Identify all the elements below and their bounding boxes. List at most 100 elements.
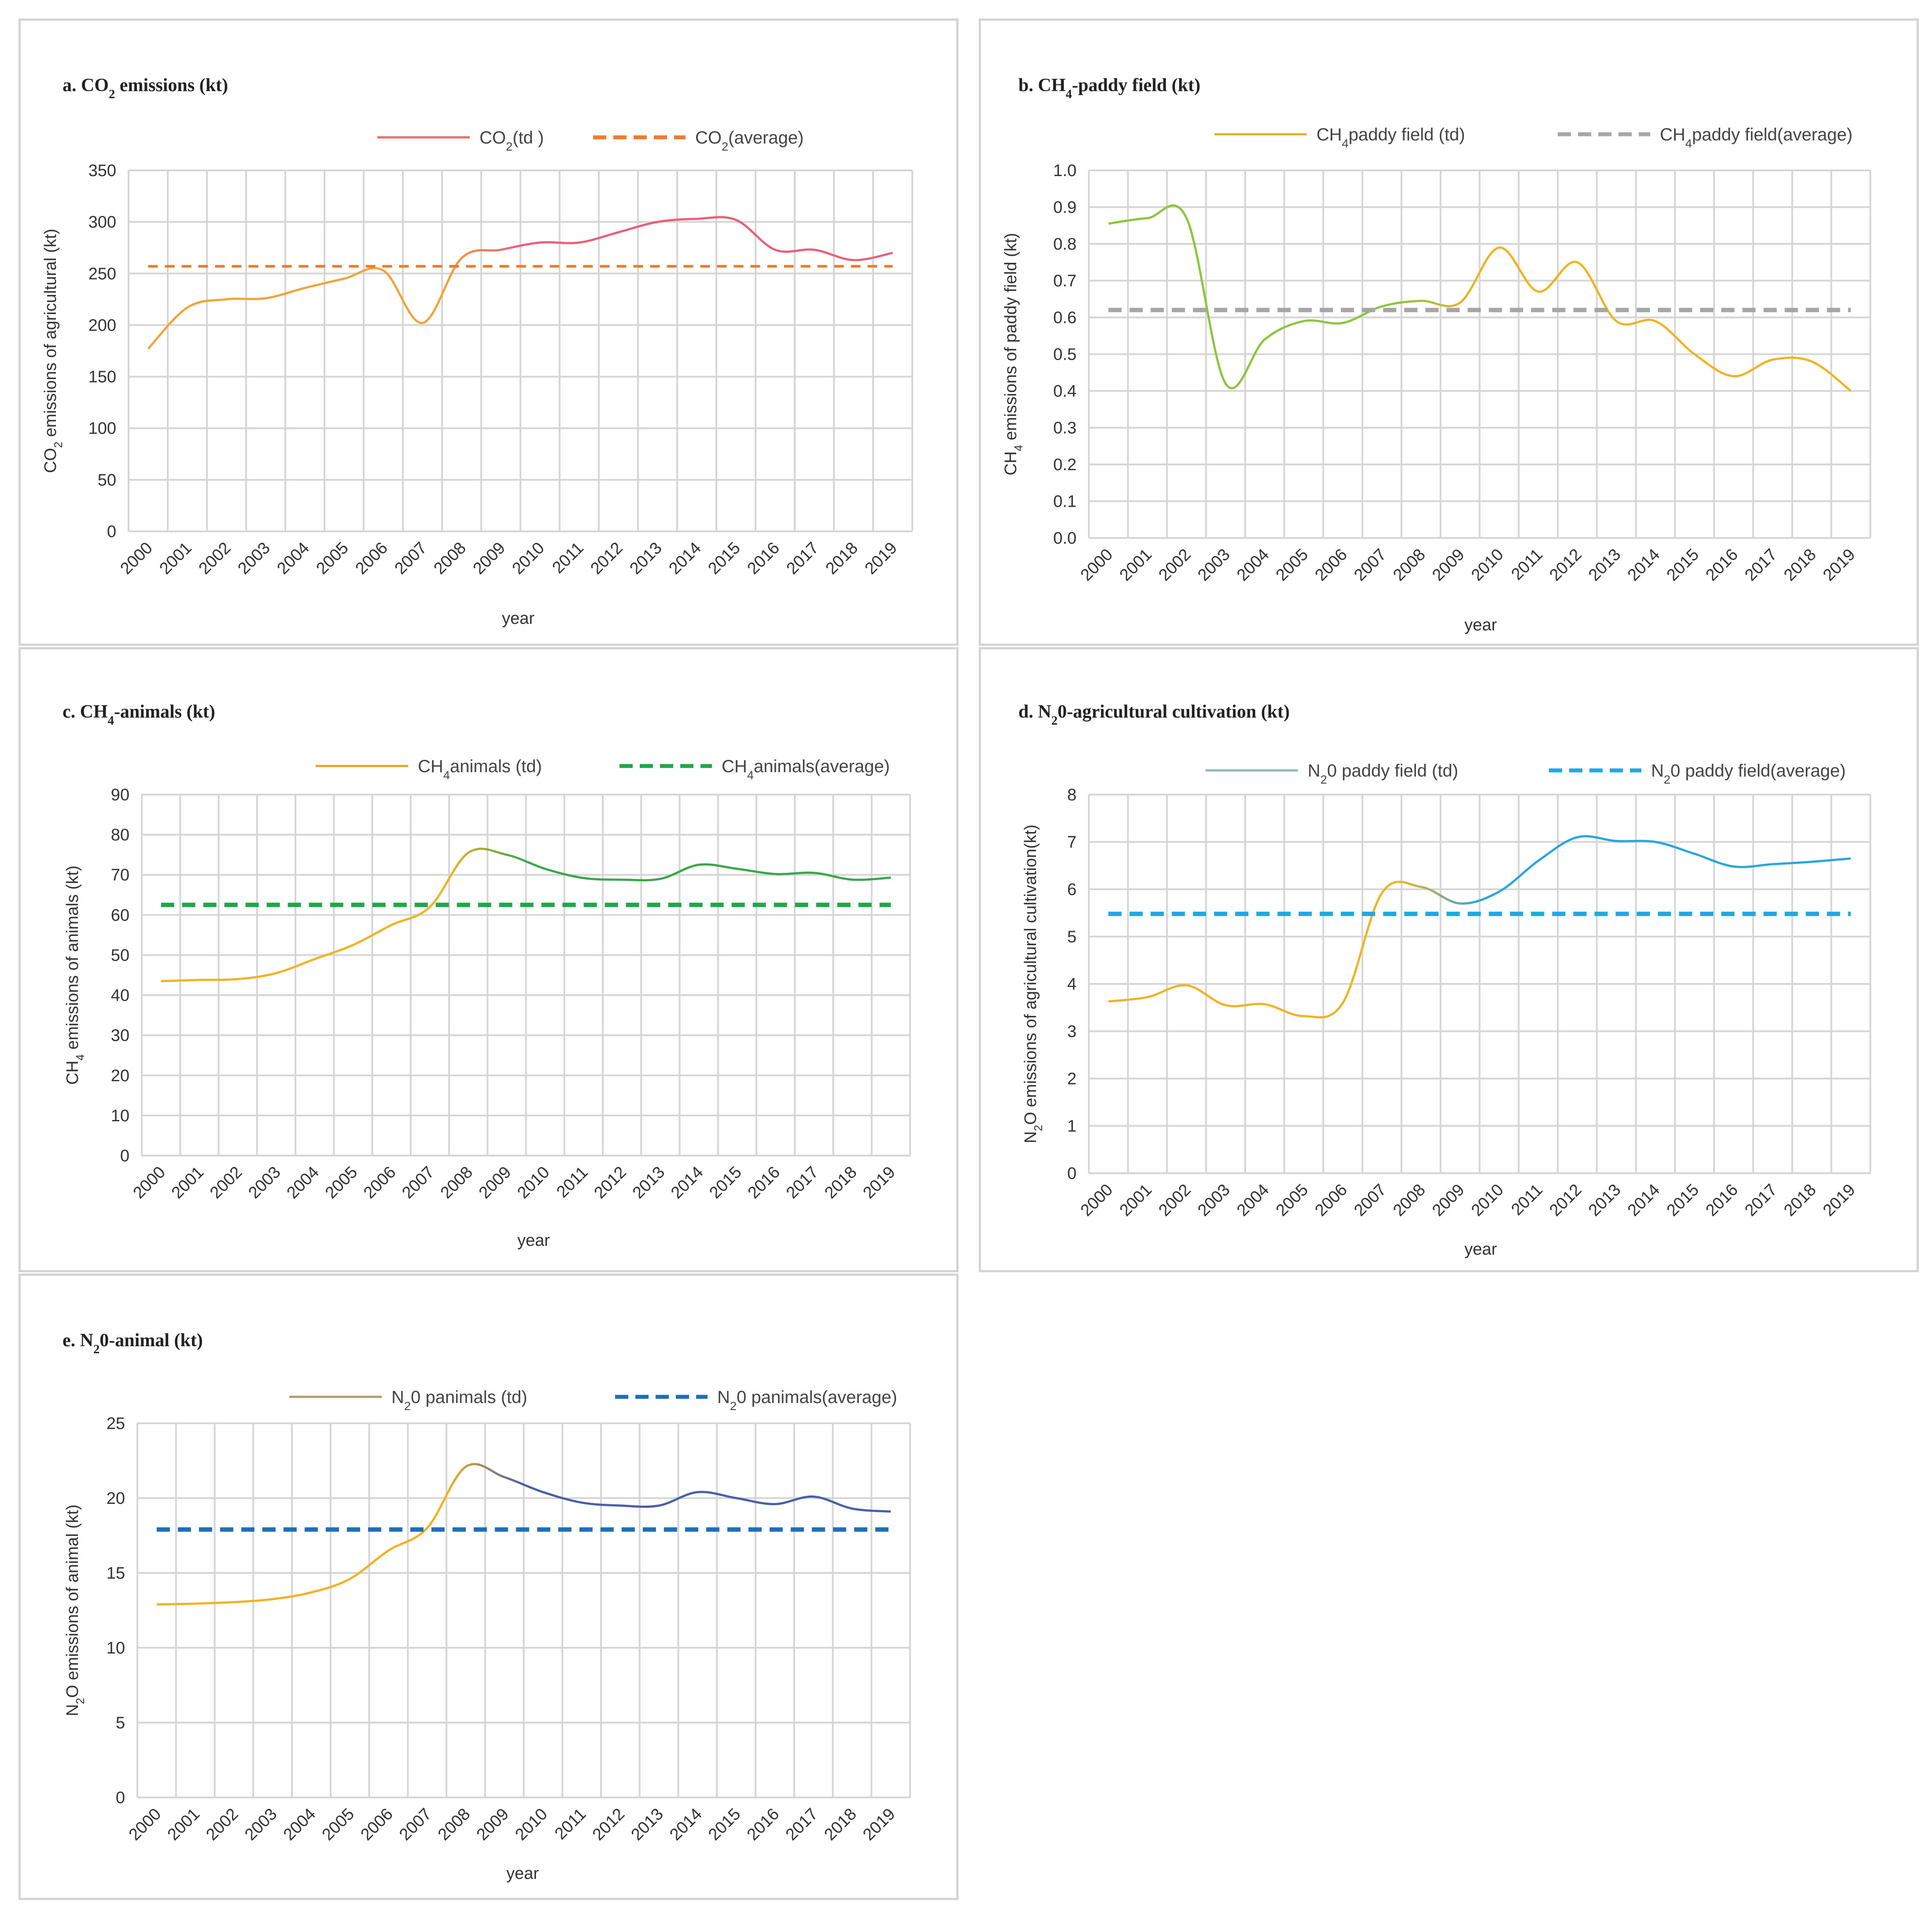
y-tick-label: 0.4 bbox=[1053, 382, 1077, 401]
y-tick-label: 40 bbox=[111, 987, 129, 1005]
panel-c: c. CH4-animals (kt) 0 10 20 30 40 50 60 70 80 90 20… bbox=[18, 647, 959, 1272]
x-tick-label: 2014 bbox=[1624, 1181, 1663, 1220]
y-axis-label: N2O emissions of animal (kt) bbox=[63, 1504, 87, 1716]
x-tick-label: 2011 bbox=[551, 1805, 590, 1843]
chart-ch4-animals: c. CH4-animals (kt) 0 10 20 30 40 50 60 70 80 90 20… bbox=[63, 702, 911, 1250]
y-tick-label: 0.1 bbox=[1053, 493, 1077, 511]
panel-e: e. N20-animal (kt) 0 5 10 15 20 25 2000 2001 2002… bbox=[18, 1274, 959, 1900]
x-axis-label: year bbox=[502, 609, 535, 628]
x-tick-label: 2009 bbox=[1429, 545, 1468, 585]
x-tick-label: 2012 bbox=[591, 1163, 630, 1202]
y-tick-label: 10 bbox=[107, 1639, 125, 1657]
x-tick-label: 2004 bbox=[284, 1163, 323, 1202]
chart-n2o-animal: e. N20-animal (kt) 0 5 10 15 20 25 200020012002… bbox=[63, 1330, 911, 1883]
x-tick-label: 2008 bbox=[437, 1163, 476, 1202]
x-tick-label: 2014 bbox=[667, 1163, 707, 1202]
y-tick-label: 8 bbox=[1067, 786, 1077, 804]
y-tick-label: 0.7 bbox=[1053, 272, 1077, 291]
legend-label: CH4paddy field (td) bbox=[1316, 125, 1465, 150]
y-tick-label: 100 bbox=[88, 420, 116, 438]
panel-b: b. CH4-paddy field (kt) 0.0 0.1 0.2 0.3 0.4 0.… bbox=[979, 18, 1919, 646]
y-tick-label: 0.5 bbox=[1053, 346, 1077, 364]
y-tick-label: 20 bbox=[111, 1067, 129, 1085]
x-tick-label: 2000 bbox=[130, 1163, 169, 1202]
x-tick-label: 2014 bbox=[666, 1805, 705, 1844]
x-tick-label: 2019 bbox=[859, 1805, 899, 1844]
x-tick-label: 2012 bbox=[1546, 545, 1585, 585]
y-tick-label: 350 bbox=[88, 162, 116, 180]
series-line bbox=[161, 847, 891, 983]
x-tick-label: 2009 bbox=[469, 539, 509, 578]
legend-label: N20 panimals (td) bbox=[391, 1388, 527, 1413]
panel-a: a. CO2 emissions (kt) 0 50 100 150 200 250 300 3… bbox=[18, 18, 959, 646]
x-tick-label: 2008 bbox=[1390, 545, 1429, 585]
x-tick-label: 2013 bbox=[626, 539, 665, 578]
x-tick-label: 2001 bbox=[1116, 545, 1155, 585]
y-tick-label: 30 bbox=[111, 1027, 129, 1045]
y-axis-label: CO2 emissions of agricultural (kt) bbox=[41, 229, 65, 473]
chart-title: b. CH4-paddy field (kt) bbox=[1018, 75, 1200, 101]
x-tick-label: 2001 bbox=[168, 1163, 207, 1202]
x-tick-label: 2014 bbox=[1624, 545, 1663, 585]
x-tick-label: 2005 bbox=[1272, 1181, 1312, 1220]
y-tick-label: 0.8 bbox=[1053, 235, 1077, 254]
x-tick-label: 2011 bbox=[1508, 545, 1546, 584]
legend-label: N20 paddy field(average) bbox=[1651, 761, 1846, 786]
chart-title: e. N20-animal (kt) bbox=[63, 1330, 203, 1356]
x-tick-label: 2010 bbox=[509, 539, 548, 578]
y-tick-label: 20 bbox=[107, 1489, 125, 1508]
chart-title: c. CH4-animals (kt) bbox=[63, 702, 215, 728]
x-tick-label: 2011 bbox=[1508, 1181, 1546, 1219]
x-tick-label: 2016 bbox=[1702, 545, 1741, 585]
y-tick-label: 3 bbox=[1067, 1023, 1077, 1041]
y-tick-label: 4 bbox=[1067, 975, 1077, 994]
x-tick-label: 2019 bbox=[861, 539, 900, 578]
x-tick-label: 2017 bbox=[1741, 545, 1781, 585]
y-tick-label: 6 bbox=[1067, 880, 1077, 899]
x-tick-label: 2010 bbox=[514, 1163, 553, 1202]
y-tick-label: 15 bbox=[107, 1564, 125, 1583]
x-tick-label: 2009 bbox=[476, 1163, 515, 1202]
legend-label: CO2(td ) bbox=[479, 128, 544, 153]
y-tick-label: 250 bbox=[88, 265, 116, 283]
y-tick-label: 200 bbox=[88, 316, 116, 335]
series-line bbox=[1108, 835, 1851, 1019]
x-tick-label: 2003 bbox=[234, 539, 273, 578]
x-axis-label: year bbox=[506, 1864, 539, 1883]
legend-label: CO2(average) bbox=[695, 128, 804, 153]
x-tick-label: 2013 bbox=[1585, 545, 1624, 585]
x-tick-label: 2018 bbox=[1781, 1181, 1820, 1220]
y-tick-label: 0.2 bbox=[1053, 456, 1077, 474]
series-line bbox=[156, 1463, 891, 1606]
x-tick-label: 2015 bbox=[1663, 1181, 1703, 1220]
x-tick-label: 2003 bbox=[1195, 1181, 1234, 1220]
x-tick-label: 2019 bbox=[1820, 1181, 1859, 1220]
x-axis-label: year bbox=[517, 1231, 550, 1250]
x-tick-label: 2016 bbox=[745, 1163, 784, 1202]
y-tick-label: 1.0 bbox=[1053, 162, 1077, 180]
y-tick-label: 70 bbox=[111, 866, 129, 884]
x-tick-label: 2003 bbox=[241, 1805, 280, 1844]
x-tick-label: 2002 bbox=[195, 539, 234, 578]
x-tick-label: 2004 bbox=[1233, 545, 1272, 585]
x-tick-label: 2018 bbox=[821, 1805, 860, 1844]
x-tick-label: 2007 bbox=[398, 1163, 438, 1202]
legend-label: CH4animals(average) bbox=[722, 757, 890, 782]
x-tick-label: 2000 bbox=[117, 539, 156, 578]
y-tick-label: 0 bbox=[120, 1147, 129, 1165]
y-tick-label: 0 bbox=[116, 1789, 125, 1807]
x-tick-label: 2017 bbox=[1741, 1181, 1781, 1220]
x-tick-label: 2003 bbox=[1195, 545, 1234, 585]
legend-label: CH4paddy field(average) bbox=[1660, 125, 1853, 150]
x-tick-label: 2007 bbox=[1351, 1181, 1390, 1220]
x-tick-label: 2002 bbox=[1155, 545, 1195, 585]
chart-title: a. CO2 emissions (kt) bbox=[63, 75, 228, 101]
y-tick-label: 0.6 bbox=[1053, 309, 1077, 327]
y-tick-label: 50 bbox=[111, 946, 129, 965]
x-tick-label: 2012 bbox=[589, 1805, 628, 1844]
x-tick-label: 2019 bbox=[859, 1163, 899, 1202]
x-tick-label: 2005 bbox=[313, 539, 352, 578]
x-tick-label: 2010 bbox=[512, 1805, 551, 1844]
x-tick-label: 2016 bbox=[744, 539, 783, 578]
x-tick-label: 2013 bbox=[629, 1163, 668, 1202]
